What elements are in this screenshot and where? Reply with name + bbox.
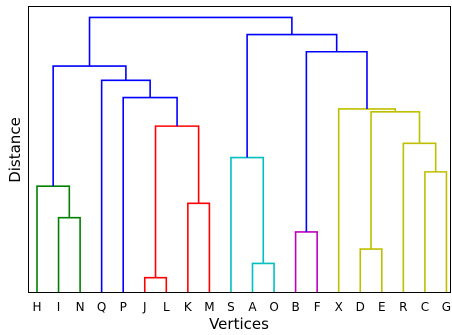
leaf-label: O [269, 300, 278, 314]
merge-link [52, 65, 127, 187]
dendrogram-links [36, 16, 448, 292]
leaf-label: I [57, 300, 61, 314]
x-axis-label: Vertices [209, 315, 269, 333]
leaf-label: R [399, 300, 407, 314]
merge-link [294, 231, 318, 292]
merge-link [88, 16, 293, 67]
merge-link [424, 171, 448, 292]
merge-link [402, 142, 437, 292]
leaf-label: E [378, 300, 386, 314]
leaf-label: D [356, 300, 365, 314]
merge-link [154, 125, 200, 278]
merge-link [370, 111, 421, 250]
merge-link [246, 33, 338, 158]
leaf-label: P [120, 300, 127, 314]
leaf-label: Q [97, 300, 106, 314]
leaf-label: C [421, 300, 429, 314]
merge-link [359, 248, 383, 292]
merge-link [230, 156, 265, 292]
leaf-label: F [314, 300, 321, 314]
y-axis-label: Distance [6, 117, 24, 183]
merge-link [305, 50, 368, 232]
leaf-label: G [442, 300, 451, 314]
leaf-label: L [163, 300, 170, 314]
leaf-label: X [335, 300, 343, 314]
leaf-label: H [32, 300, 41, 314]
leaf-label: J [142, 300, 147, 314]
merge-link [36, 185, 71, 292]
merge-link [57, 216, 81, 292]
leaf-label: B [291, 300, 299, 314]
plot-frame [28, 6, 451, 293]
leaf-label: A [248, 300, 257, 314]
merge-link [337, 108, 397, 292]
merge-link [100, 79, 151, 292]
leaf-label: K [184, 300, 193, 314]
leaf-label: N [76, 300, 85, 314]
merge-link [187, 202, 211, 292]
leaf-label: M [204, 300, 214, 314]
leaf-label: S [227, 300, 235, 314]
merge-link [251, 262, 275, 292]
merge-link [143, 276, 168, 292]
